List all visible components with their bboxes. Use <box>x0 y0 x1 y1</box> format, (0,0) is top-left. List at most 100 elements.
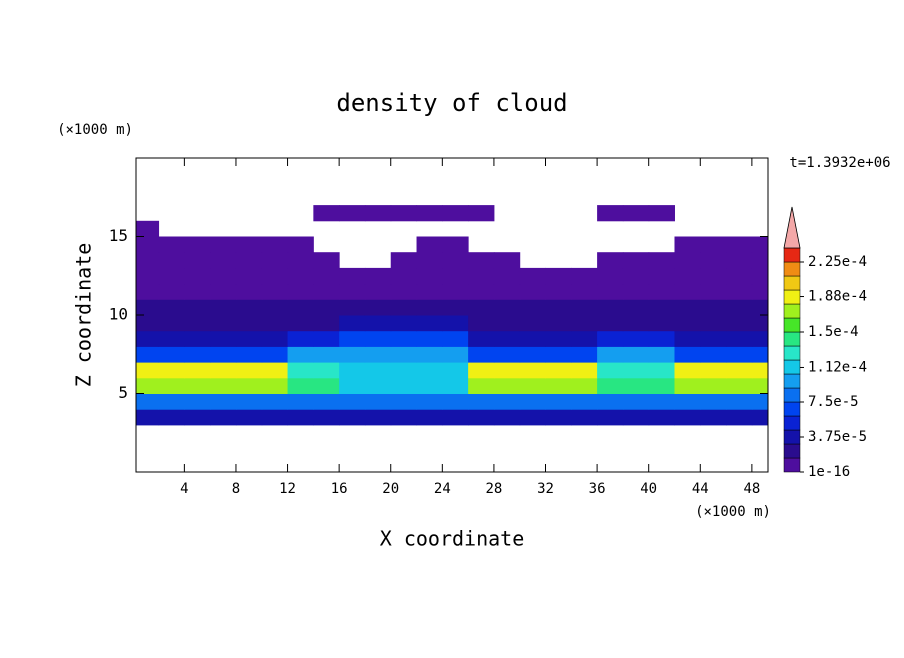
contour-cell <box>390 252 418 269</box>
contour-cell <box>210 315 237 332</box>
contour-cell <box>648 299 675 316</box>
colorbar-band <box>783 429 801 445</box>
x-tick-label: 24 <box>434 481 451 497</box>
contour-cell <box>416 205 443 222</box>
contour-cell <box>597 330 624 347</box>
contour-cell <box>751 377 768 394</box>
contour-cell <box>726 267 753 285</box>
contour-cell <box>184 236 211 253</box>
contour-cell <box>519 393 547 410</box>
contour-cell <box>184 346 211 363</box>
contour-cell <box>468 409 495 426</box>
contour-cell <box>287 252 314 269</box>
contour-cell <box>571 267 598 285</box>
contour-cell <box>674 377 701 394</box>
contour-cell <box>235 393 263 410</box>
contour-cell <box>468 267 495 285</box>
contour-cell <box>287 267 314 285</box>
contour-cell <box>700 346 727 363</box>
contour-cell <box>261 283 289 300</box>
contour-cell <box>364 205 392 222</box>
contour-cell <box>261 409 289 426</box>
contour-cell <box>364 299 392 316</box>
contour-cell <box>622 267 650 285</box>
contour-cell <box>648 330 675 347</box>
contour-cell <box>751 346 768 363</box>
contour-cell <box>545 283 572 300</box>
contour-cell <box>313 409 340 426</box>
contour-cell <box>493 299 521 316</box>
contour-cell <box>674 236 701 253</box>
contour-cell <box>648 346 675 363</box>
colorbar-tick-label: 3.75e-5 <box>808 429 867 445</box>
contour-cell <box>468 299 495 316</box>
contour-cell <box>390 362 418 379</box>
contour-cell <box>468 205 495 222</box>
contour-cell <box>493 409 521 426</box>
contour-cell <box>442 330 469 347</box>
contour-cell <box>210 362 237 379</box>
contour-cell <box>622 205 650 222</box>
contour-cell <box>674 330 701 347</box>
contour-cell <box>519 283 547 300</box>
contour-cell <box>210 409 237 426</box>
colorbar-tick-label: 1e-16 <box>808 464 850 480</box>
contour-cell <box>545 362 572 379</box>
contour-cell <box>700 267 727 285</box>
contour-cell <box>210 299 237 316</box>
contour-cell <box>726 315 753 332</box>
contour-cell <box>390 330 418 347</box>
contour-cell <box>339 205 366 222</box>
contour-cell <box>648 315 675 332</box>
contour-cell <box>468 283 495 300</box>
contour-cell <box>158 283 185 300</box>
contour-cell <box>674 346 701 363</box>
contour-cell <box>493 283 521 300</box>
contour-cell <box>313 330 340 347</box>
contour-cell <box>339 409 366 426</box>
contour-cell <box>261 346 289 363</box>
contour-cell <box>700 409 727 426</box>
contour-cell <box>313 377 340 394</box>
contour-cell <box>442 205 469 222</box>
contour-cell <box>184 299 211 316</box>
contour-cell <box>261 362 289 379</box>
contour-field <box>136 205 768 426</box>
x-tick-label: 48 <box>743 481 760 497</box>
contour-cell <box>416 252 443 269</box>
contour-cell <box>210 393 237 410</box>
contour-cell <box>571 283 598 300</box>
contour-cell <box>390 267 418 285</box>
contour-cell <box>648 252 675 269</box>
contour-cell <box>287 283 314 300</box>
contour-cell <box>287 409 314 426</box>
contour-cell <box>726 377 753 394</box>
colorbar-band <box>783 401 801 417</box>
contour-cell <box>648 362 675 379</box>
contour-cell <box>416 315 443 332</box>
contour-cell <box>136 252 160 269</box>
contour-cell <box>364 330 392 347</box>
contour-cell <box>442 267 469 285</box>
contour-cell <box>442 236 469 253</box>
contour-cell <box>726 393 753 410</box>
contour-cell <box>136 409 160 426</box>
contour-cell <box>136 362 160 379</box>
contour-cell <box>416 377 443 394</box>
contour-cell <box>390 409 418 426</box>
contour-cell <box>545 330 572 347</box>
contour-cell <box>339 283 366 300</box>
contour-cell <box>726 252 753 269</box>
contour-cell <box>674 299 701 316</box>
contour-cell <box>390 205 418 222</box>
contour-cell <box>416 330 443 347</box>
contour-cell <box>622 346 650 363</box>
contour-cell <box>597 205 624 222</box>
contour-cell <box>648 283 675 300</box>
contour-cell <box>751 330 768 347</box>
contour-cell <box>597 299 624 316</box>
colorbar-band <box>783 331 801 347</box>
axes: 4 8 12 16 20 24 28 32 36 40 44 48510151e-163.75e-57… <box>109 157 867 497</box>
contour-cell <box>136 315 160 332</box>
contour-cell <box>622 315 650 332</box>
